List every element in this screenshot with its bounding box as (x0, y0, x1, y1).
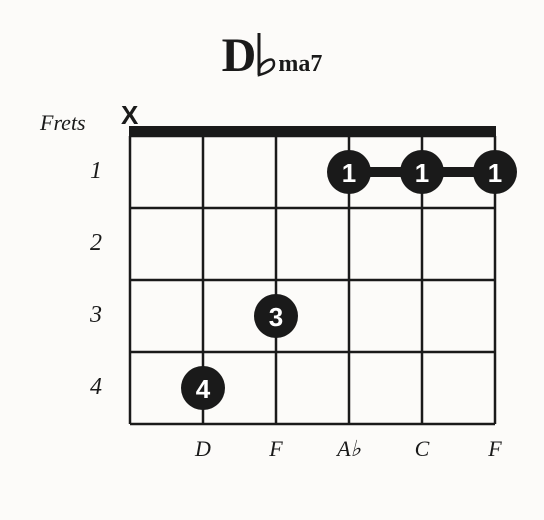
note-name: F (475, 436, 515, 462)
note-name: C (402, 436, 442, 462)
finger-marker: 4 (196, 374, 211, 404)
chord-root: D (222, 29, 257, 82)
note-name: A♭ (329, 436, 369, 462)
fret-number: 1 (72, 158, 102, 185)
finger-marker: 1 (415, 158, 429, 188)
chord-title: D ma7 (0, 28, 544, 83)
finger-marker: 1 (488, 158, 502, 188)
finger-marker: 3 (269, 302, 283, 332)
frets-label: Frets (40, 110, 86, 136)
fret-number: 2 (72, 230, 102, 257)
chord-quality: ma7 (278, 51, 322, 77)
note-name: F (256, 436, 296, 462)
fret-number: 4 (72, 374, 102, 401)
muted-string-mark: X (121, 100, 138, 131)
chord-diagram: 4 3 1 1 1 (90, 96, 535, 464)
note-name: D (183, 436, 223, 462)
finger-marker: 1 (342, 158, 356, 188)
flat-symbol (256, 31, 278, 79)
fret-number: 3 (72, 302, 102, 329)
